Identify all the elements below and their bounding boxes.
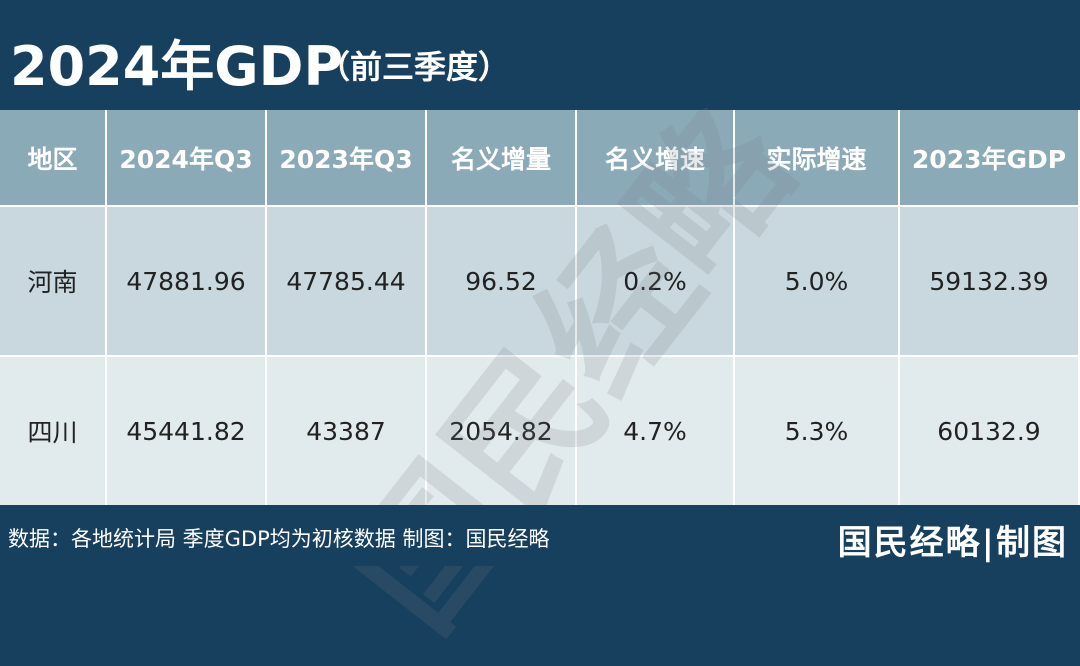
source-note: 数据：各地统计局 季度GDP均为初核数据 制图：国民经略 (8, 527, 550, 551)
table-cell: 5.3% (735, 355, 900, 505)
table-cell: 43387 (267, 355, 427, 505)
title: 2024年GDP (10, 35, 344, 98)
table-cell: 0.2% (577, 205, 735, 355)
row-label: 河南 (0, 205, 107, 355)
table-cell: 2054.82 (427, 355, 577, 505)
title-bar: 2024年GDP （前三季度） (0, 0, 1080, 110)
table-cell: 96.52 (427, 205, 577, 355)
column-header: 实际增速 (735, 110, 900, 205)
row-label: 四川 (0, 355, 107, 505)
column-header: 2023年GDP (900, 110, 1080, 205)
table-cell: 45441.82 (107, 355, 267, 505)
column-header: 名义增速 (577, 110, 735, 205)
column-header: 2023年Q3 (267, 110, 427, 205)
column-header: 2024年Q3 (107, 110, 267, 205)
column-header: 名义增量 (427, 110, 577, 205)
subtitle: （前三季度） (318, 48, 511, 86)
table-cell: 5.0% (735, 205, 900, 355)
table-cell: 60132.9 (900, 355, 1080, 505)
table: 地区 2024年Q3 2023年Q3 名义增量 名义增速 实际增速 2023年GDP 河南 47… (0, 110, 1080, 505)
table-cell: 47881.96 (107, 205, 267, 355)
footer: 数据：各地统计局 季度GDP均为初核数据 制图：国民经略 国民经略|制图 (0, 505, 1080, 566)
column-header: 地区 (0, 110, 107, 205)
brand: 国民经略|制图 (837, 523, 1068, 563)
table-cell: 47785.44 (267, 205, 427, 355)
table-cell: 59132.39 (900, 205, 1080, 355)
table-cell: 4.7% (577, 355, 735, 505)
